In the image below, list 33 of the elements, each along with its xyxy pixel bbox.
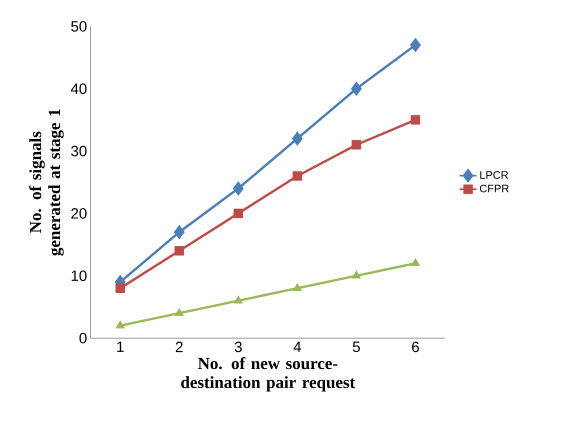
point [292, 131, 303, 146]
point [292, 282, 302, 291]
x-tick-label: 2 [176, 342, 183, 352]
point [352, 270, 361, 278]
point [352, 140, 362, 150]
x-tick-label: 5 [352, 342, 360, 352]
x-axis-title: No. of new source-destination pair request [181, 357, 356, 392]
point [234, 295, 243, 304]
point [292, 171, 302, 181]
point [232, 181, 244, 196]
point [116, 320, 125, 328]
y-tick-label: 30 [71, 146, 87, 156]
y-tick-label: 50 [71, 21, 87, 32]
point [115, 283, 125, 293]
point [350, 81, 362, 96]
point [410, 258, 420, 266]
point [174, 308, 184, 316]
legend-label: LPCR [480, 171, 508, 179]
y-tick-label: 10 [72, 270, 87, 281]
point [410, 115, 420, 125]
point [174, 224, 185, 240]
x-tick-label: 4 [294, 342, 302, 352]
legend-label: CFPR [480, 184, 509, 192]
x-tick-label: 1 [117, 342, 124, 352]
point [234, 208, 244, 218]
y-tick-label: 0 [79, 332, 87, 344]
point [174, 246, 184, 256]
y-axis-title: No. of signals generated at stage 1 [29, 109, 64, 256]
y-tick-label: 20 [71, 208, 87, 219]
x-tick-label: 3 [234, 342, 242, 352]
x-tick-label: 6 [412, 342, 419, 352]
point [410, 38, 421, 52]
y-tick-label: 40 [70, 83, 87, 94]
